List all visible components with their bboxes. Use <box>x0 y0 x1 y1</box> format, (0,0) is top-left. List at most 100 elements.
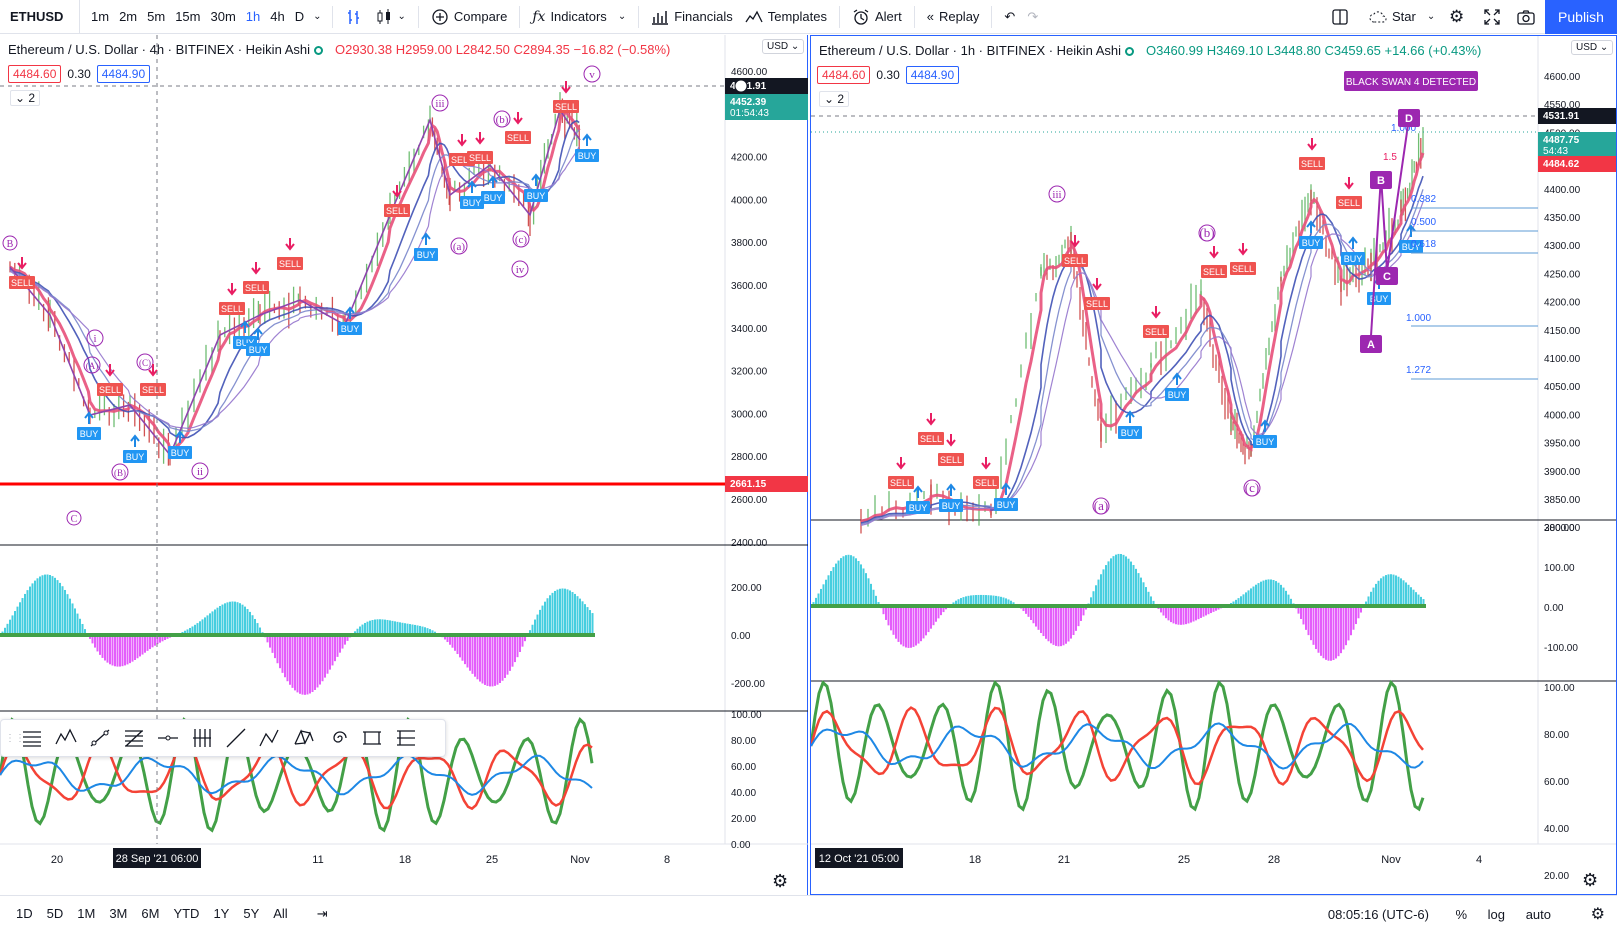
elliott-wave-line[interactable] <box>9 108 581 457</box>
ask-price[interactable]: 4484.90 <box>96 65 151 83</box>
settings-gear-icon[interactable]: ⚙ <box>772 871 789 891</box>
buy-signal-badge[interactable] <box>1165 388 1189 401</box>
fullscreen-icon[interactable] <box>1477 0 1507 34</box>
bid-price[interactable]: 4484.60 <box>817 66 871 84</box>
xabcd-pattern-icon[interactable] <box>287 721 321 755</box>
ask-price[interactable]: 4484.90 <box>905 66 960 84</box>
buy-signal-badge[interactable] <box>460 196 484 209</box>
compare-button[interactable]: Compare <box>425 0 513 34</box>
buy-signal-badge[interactable] <box>1341 252 1365 265</box>
timeframe-4h[interactable]: 4h <box>270 8 285 24</box>
chart-canvas-left[interactable]: 4600.004400.004200.004000.003800.003600.… <box>0 35 808 895</box>
chevron-down-icon[interactable]: ⌄ <box>313 11 322 22</box>
wave-label-circle[interactable] <box>493 110 511 128</box>
candle-style-icon[interactable]: ⌄ <box>369 0 412 34</box>
buy-signal-badge[interactable] <box>524 189 548 202</box>
pattern-point-badge[interactable] <box>1360 335 1382 353</box>
range-1Y[interactable]: 1Y <box>213 906 230 921</box>
sell-signal-badge[interactable] <box>918 432 944 445</box>
settings-gear-icon[interactable]: ⚙ <box>1590 906 1605 923</box>
layout-icon[interactable] <box>1325 0 1355 34</box>
clock-timezone[interactable]: 08:05:16 (UTC-6) <box>1327 907 1429 922</box>
sell-signal-badge[interactable] <box>888 476 914 489</box>
range-5D[interactable]: 5D <box>46 906 64 921</box>
wave-label-circle[interactable] <box>111 463 129 481</box>
auto-scale-toggle[interactable]: auto <box>1525 907 1551 922</box>
buy-signal-badge[interactable] <box>338 322 362 335</box>
vertical-lines-icon[interactable] <box>185 721 219 755</box>
buy-signal-badge[interactable] <box>575 149 599 162</box>
buy-signal-badge[interactable] <box>168 446 192 459</box>
wave-label-circle[interactable] <box>431 94 449 112</box>
timeframe-2m[interactable]: 2m <box>119 8 138 24</box>
buy-signal-badge[interactable] <box>1118 426 1142 439</box>
sell-signal-badge[interactable] <box>97 383 123 396</box>
range-1D[interactable]: 1D <box>16 906 33 921</box>
timeframe-1m[interactable]: 1m <box>91 8 110 24</box>
timeframe-30m[interactable]: 30m <box>210 8 236 24</box>
drag-handle-icon[interactable]: ⋮⋮ <box>5 732 25 744</box>
buy-signal-badge[interactable] <box>1253 435 1277 448</box>
wave-label-circle[interactable] <box>512 230 530 248</box>
wave-label-circle[interactable] <box>66 510 82 526</box>
wave-label-circle[interactable] <box>191 462 209 480</box>
range-All[interactable]: All <box>273 906 288 921</box>
buy-signal-badge[interactable] <box>939 499 963 512</box>
chart-canvas-right[interactable]: 4600.004550.004500.004450.004400.004350.… <box>811 36 1616 894</box>
parallel-channel-icon[interactable] <box>355 721 389 755</box>
symbol-search[interactable]: ETHUSD <box>0 0 80 34</box>
sell-signal-badge[interactable] <box>938 453 964 466</box>
buy-signal-badge[interactable] <box>1399 240 1423 253</box>
sell-signal-badge[interactable] <box>1201 265 1227 278</box>
add-alert-icon[interactable] <box>734 79 748 93</box>
timeframe-D[interactable]: D <box>294 8 305 24</box>
wave-pattern-icon[interactable] <box>253 721 287 755</box>
elliott-wave-icon[interactable] <box>49 721 83 755</box>
currency-selector[interactable]: USD ⌄ <box>1571 40 1614 55</box>
wave-label-circle[interactable] <box>583 65 601 83</box>
publish-button[interactable]: Publish <box>1545 0 1617 34</box>
range-5Y[interactable]: 5Y <box>243 906 260 921</box>
alert-button[interactable]: Alert <box>846 0 908 34</box>
channel-tool-icon[interactable] <box>389 721 423 755</box>
range-3M[interactable]: 3M <box>109 906 128 921</box>
buy-signal-badge[interactable] <box>123 450 147 463</box>
sell-signal-badge[interactable] <box>505 131 531 144</box>
sell-signal-badge[interactable] <box>553 100 579 113</box>
currency-selector[interactable]: USD ⌄ <box>762 39 805 54</box>
sell-signal-badge[interactable] <box>384 204 410 217</box>
horizontal-lines-icon[interactable] <box>15 721 49 755</box>
buy-signal-badge[interactable] <box>246 343 270 356</box>
ray-icon[interactable] <box>219 721 253 755</box>
sell-signal-badge[interactable] <box>1336 196 1362 209</box>
timeframe-15m[interactable]: 15m <box>175 8 201 24</box>
range-1M[interactable]: 1M <box>77 906 96 921</box>
wave-label-circle[interactable] <box>83 356 101 374</box>
range-YTD[interactable]: YTD <box>173 906 200 921</box>
harmonic-pattern-line[interactable] <box>1370 117 1410 337</box>
buy-signal-badge[interactable] <box>481 191 505 204</box>
wave-label-circle[interactable] <box>1092 497 1110 515</box>
wave-label-circle[interactable] <box>450 237 468 255</box>
pattern-point-badge[interactable] <box>1398 109 1420 127</box>
wave-label-circle[interactable] <box>86 329 104 347</box>
chart-pane-left[interactable]: 4600.004400.004200.004000.003800.003600.… <box>0 35 808 895</box>
sell-signal-badge[interactable] <box>9 276 35 289</box>
wave-label-circle[interactable] <box>136 353 154 371</box>
buy-signal-badge[interactable] <box>1299 236 1323 249</box>
wave-label-circle[interactable] <box>1243 479 1261 497</box>
wave-label-circle[interactable] <box>1198 224 1216 242</box>
spiral-icon[interactable] <box>321 721 355 755</box>
timeframe-1h[interactable]: 1h <box>245 8 261 24</box>
sell-signal-badge[interactable] <box>1230 262 1256 275</box>
trend-line-icon[interactable] <box>83 721 117 755</box>
pattern-point-badge[interactable] <box>1376 267 1398 285</box>
sell-signal-badge[interactable] <box>243 281 269 294</box>
sell-signal-badge[interactable] <box>219 302 245 315</box>
undo-icon[interactable]: ↶ <box>1004 8 1016 24</box>
star-button[interactable]: Star ⌄ <box>1363 0 1441 34</box>
wave-label-circle[interactable] <box>511 260 529 278</box>
camera-icon[interactable] <box>1511 0 1541 34</box>
bar-style-icon[interactable] <box>339 0 369 34</box>
sell-signal-badge[interactable] <box>277 257 303 270</box>
